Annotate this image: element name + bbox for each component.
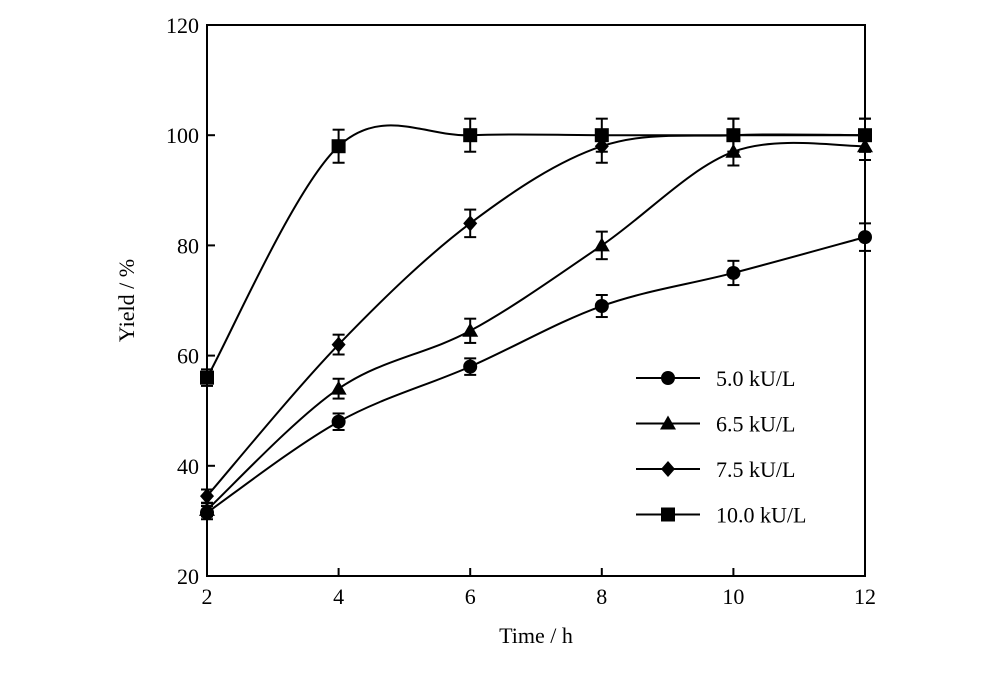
legend-marker: [661, 371, 675, 385]
data-point: [331, 139, 346, 154]
data-point: [593, 237, 610, 252]
legend: 5.0 kU/L 6.5 kU/L 7.5 kU/L 10.0 kU/L: [636, 366, 806, 528]
x-tick-label: 4: [333, 584, 344, 609]
y-axis-label: Yield / %: [114, 259, 139, 342]
data-point: [200, 488, 214, 505]
data-point: [726, 128, 741, 143]
data-point: [200, 370, 214, 385]
series-triangle: [199, 131, 873, 518]
legend-marker: [660, 415, 676, 430]
data-point: [463, 359, 478, 374]
series-square: [200, 117, 872, 387]
legend-item: 5.0 kU/L: [636, 366, 795, 391]
series-line: [206, 141, 866, 511]
x-tick-label: 12: [854, 584, 876, 609]
series-layer: [199, 117, 873, 521]
data-point: [594, 299, 609, 314]
legend-item: 10.0 kU/L: [636, 503, 806, 528]
data-point: [463, 215, 478, 232]
data-point: [330, 380, 347, 395]
data-point: [331, 414, 346, 429]
x-tick-label: 2: [202, 584, 213, 609]
plot-frame: [206, 24, 866, 577]
data-point: [331, 336, 346, 353]
x-axis-label: Time / h: [499, 623, 573, 648]
legend-marker: [661, 461, 675, 477]
legend-label: 10.0 kU/L: [716, 503, 806, 528]
y-tick-label: 40: [177, 454, 199, 479]
series-line: [206, 124, 865, 379]
axes: 2 4 6 8 10 12 20 40 60 80 100 120: [166, 13, 876, 609]
x-tick-label: 6: [465, 584, 476, 609]
data-point: [462, 322, 479, 337]
data-point: [858, 128, 872, 143]
legend-marker: [661, 507, 675, 522]
y-tick-label: 60: [177, 344, 199, 369]
x-tick-label: 10: [722, 584, 744, 609]
data-point: [858, 230, 872, 245]
legend-item: 7.5 kU/L: [636, 457, 795, 482]
legend-label: 7.5 kU/L: [716, 457, 795, 482]
data-point: [726, 265, 741, 280]
data-point: [463, 128, 478, 143]
y-tick-label: 20: [177, 564, 199, 589]
x-tick-label: 8: [596, 584, 607, 609]
legend-item: 6.5 kU/L: [636, 412, 795, 437]
legend-label: 5.0 kU/L: [716, 366, 795, 391]
y-tick-label: 120: [166, 13, 199, 38]
series-line: [206, 236, 866, 514]
legend-label: 6.5 kU/L: [716, 412, 795, 437]
data-point: [199, 501, 215, 516]
y-tick-label: 100: [166, 123, 199, 148]
y-tick-label: 80: [177, 233, 199, 258]
data-point: [594, 128, 609, 143]
